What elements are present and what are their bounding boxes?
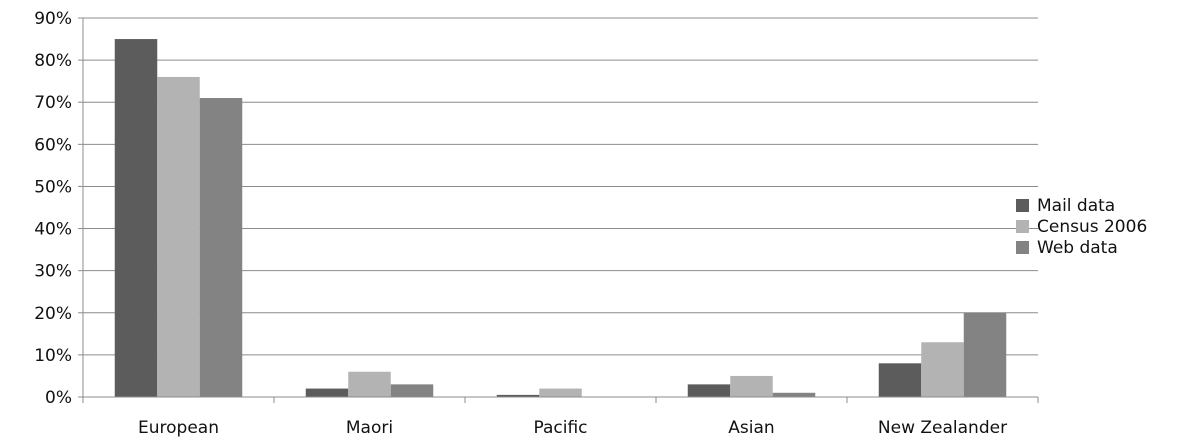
- bar-web-data-maori: [390, 384, 434, 397]
- bar-mail-data-pacific: [496, 394, 540, 397]
- x-category-label: European: [138, 418, 219, 438]
- x-category-labels: European Maori Pacific Asian New Zealander: [138, 418, 1007, 438]
- bar-web-data-asian: [772, 392, 816, 397]
- y-tick-label: 70%: [34, 93, 72, 113]
- legend-swatch: [1016, 220, 1029, 233]
- y-tick-label: 40%: [34, 220, 72, 240]
- x-category-label: Maori: [346, 418, 393, 438]
- y-tick-label: 90%: [34, 9, 72, 29]
- bar-web-data-european: [199, 98, 243, 397]
- legend-swatch: [1016, 199, 1029, 212]
- bar-census-2006-european: [157, 76, 200, 397]
- legend-swatch: [1016, 241, 1029, 254]
- bar-mail-data-european: [114, 39, 158, 398]
- bar-mail-data-asian: [687, 384, 731, 397]
- y-tick-label: 50%: [34, 177, 72, 197]
- bar-census-2006-asian: [730, 375, 773, 397]
- x-category-label: Pacific: [533, 418, 587, 438]
- legend-label: Mail data: [1037, 196, 1115, 216]
- y-tick-label: 20%: [34, 304, 72, 324]
- bar-web-data-new-zealander: [963, 312, 1007, 397]
- legend-label: Census 2006: [1037, 217, 1147, 237]
- bar-mail-data-new-zealander: [878, 363, 922, 397]
- legend-label: Web data: [1037, 238, 1118, 258]
- y-tick-label: 0%: [45, 388, 72, 408]
- bars: [114, 39, 1007, 398]
- bar-census-2006-new-zealander: [921, 342, 964, 397]
- y-tick-label: 80%: [34, 51, 72, 71]
- y-tick-labels: 0% 10% 20% 30% 40% 50% 60% 70% 80% 90%: [34, 9, 72, 408]
- y-tick-label: 30%: [34, 262, 72, 282]
- bar-census-2006-pacific: [539, 388, 582, 397]
- x-category-label: New Zealander: [878, 418, 1007, 438]
- x-category-label: Asian: [728, 418, 774, 438]
- bar-census-2006-maori: [348, 371, 391, 397]
- y-tick-label: 60%: [34, 135, 72, 155]
- y-tick-label: 10%: [34, 346, 72, 366]
- bar-mail-data-maori: [305, 388, 349, 397]
- axes: [78, 17, 1039, 403]
